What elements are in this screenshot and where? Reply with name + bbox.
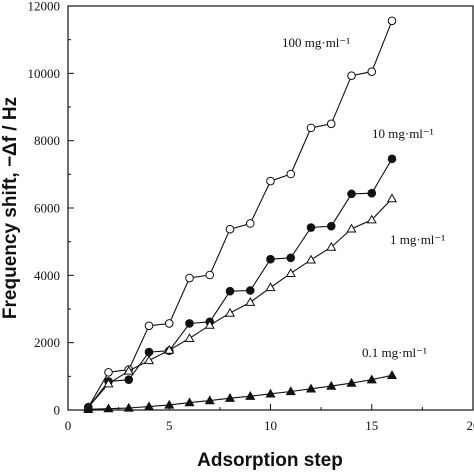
data-point	[266, 176, 275, 186]
data-point	[124, 375, 134, 385]
series-label-2: 10 mg·ml⁻¹	[372, 126, 434, 141]
data-point	[144, 321, 154, 331]
data-point	[103, 403, 114, 413]
data-point	[305, 383, 317, 393]
data-point	[205, 270, 215, 280]
series-line	[87, 158, 393, 408]
x-tick-label: 15	[365, 418, 378, 433]
data-point	[265, 388, 276, 398]
data-point	[184, 397, 195, 407]
data-point	[266, 254, 275, 264]
data-point	[143, 401, 155, 411]
data-point	[185, 273, 194, 283]
data-point	[104, 367, 113, 377]
data-point	[306, 223, 316, 232]
series-label-3: 1 mg·ml⁻¹	[390, 232, 445, 247]
data-point	[245, 286, 255, 295]
data-point	[387, 154, 397, 164]
series-label-4: 0.1 mg·ml⁻¹	[362, 345, 427, 360]
data-point	[83, 404, 94, 413]
data-point	[245, 390, 256, 400]
series-4	[83, 370, 398, 413]
data-point	[225, 286, 235, 296]
data-point	[326, 119, 336, 129]
data-point	[367, 188, 377, 198]
data-point	[285, 268, 296, 277]
data-point	[366, 374, 377, 384]
data-point	[103, 378, 114, 388]
data-point	[346, 223, 357, 233]
series-line	[87, 198, 393, 408]
data-point	[367, 67, 377, 76]
data-point	[286, 169, 296, 179]
data-point	[326, 241, 337, 251]
data-point	[144, 347, 154, 357]
y-tick-label: 4000	[34, 268, 60, 283]
data-point	[123, 402, 134, 412]
data-point	[286, 253, 296, 263]
data-point	[143, 355, 155, 365]
data-point	[224, 393, 236, 402]
y-tick-label: 8000	[34, 133, 60, 148]
data-point	[164, 319, 174, 328]
series-line	[87, 20, 393, 408]
x-axis-title: Adsorption step	[197, 450, 343, 471]
series-1	[83, 16, 397, 412]
data-point	[366, 214, 377, 224]
y-axis-title: Frequency shift, −Δf / Hz	[0, 97, 21, 319]
data-point	[346, 377, 357, 387]
series-layer	[83, 16, 398, 413]
data-point	[386, 370, 398, 379]
x-tick-label: 0	[65, 418, 72, 433]
data-point	[245, 297, 256, 306]
data-point	[305, 254, 317, 264]
data-point	[185, 319, 194, 328]
data-point	[184, 333, 195, 342]
data-point	[347, 189, 356, 199]
data-point	[164, 344, 175, 354]
data-point	[387, 16, 397, 26]
y-tick-label: 2000	[34, 335, 60, 350]
series-line	[88, 374, 393, 410]
data-point	[204, 395, 215, 405]
series-label-1: 100 mg·ml⁻¹	[282, 35, 350, 50]
series-labels: 100 mg·ml⁻¹ 10 mg·ml⁻¹ 1 mg·ml⁻¹ 0.1 mg·ml⁻…	[282, 35, 445, 360]
data-point	[386, 193, 398, 203]
data-point	[224, 307, 236, 317]
axis-ticks: 0 5 10 15 20 0 2000 4000 6000 8000 10000 12000	[28, 0, 474, 433]
series-3	[83, 193, 398, 411]
data-point	[225, 224, 235, 234]
data-point	[164, 399, 175, 409]
y-tick-label: 6000	[34, 201, 60, 216]
y-tick-label: 0	[54, 403, 61, 418]
x-tick-label: 5	[166, 418, 173, 433]
data-point	[123, 365, 134, 375]
data-point	[265, 282, 276, 292]
data-point	[326, 380, 337, 390]
data-point	[347, 71, 356, 80]
data-point	[306, 123, 316, 133]
data-point	[285, 386, 296, 396]
data-point	[326, 221, 336, 231]
data-point	[204, 319, 215, 329]
x-tick-label: 20	[467, 418, 474, 433]
data-point	[245, 219, 255, 228]
x-tick-label: 10	[264, 418, 277, 433]
y-tick-label: 10000	[28, 66, 61, 81]
y-tick-label: 12000	[28, 0, 61, 14]
